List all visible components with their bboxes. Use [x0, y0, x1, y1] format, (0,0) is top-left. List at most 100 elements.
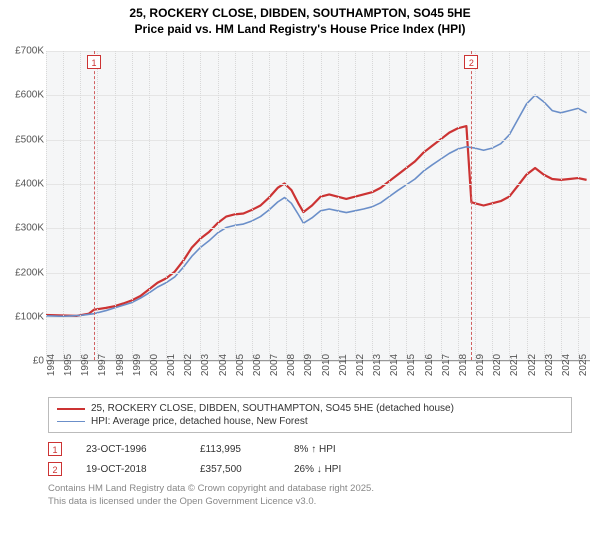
series-hpi: [46, 95, 587, 316]
x-axis-tick-label: 2006: [252, 354, 263, 376]
x-axis-tick-label: 2004: [218, 354, 229, 376]
gridline-vertical: [218, 51, 219, 360]
gridline-vertical: [115, 51, 116, 360]
transaction-row: 2 19-OCT-2018 £357,500 26% ↓ HPI: [48, 459, 572, 479]
legend-swatch: [57, 421, 85, 422]
legend-box: 25, ROCKERY CLOSE, DIBDEN, SOUTHAMPTON, …: [48, 397, 572, 433]
transaction-date: 19-OCT-2018: [86, 464, 176, 475]
x-axis-tick-label: 1996: [80, 354, 91, 376]
x-axis-tick-label: 2025: [578, 354, 589, 376]
x-axis-tick-label: 2012: [355, 354, 366, 376]
gridline-vertical: [458, 51, 459, 360]
gridline-vertical: [46, 51, 47, 360]
transaction-price: £113,995: [200, 444, 270, 455]
attribution-text: Contains HM Land Registry data © Crown c…: [48, 483, 572, 508]
gridline-vertical: [286, 51, 287, 360]
y-axis-tick-label: £200K: [15, 267, 44, 278]
legend-swatch: [57, 408, 85, 410]
gridline-vertical: [406, 51, 407, 360]
gridline-vertical: [372, 51, 373, 360]
x-axis-tick-label: 2019: [475, 354, 486, 376]
y-axis-tick-label: £0: [33, 356, 44, 367]
x-axis-tick-label: 2002: [183, 354, 194, 376]
series-price_paid: [46, 126, 587, 316]
transaction-marker: 1: [48, 442, 62, 456]
plot-region: 12: [46, 51, 590, 361]
x-axis-tick-label: 2005: [235, 354, 246, 376]
transactions-table: 1 23-OCT-1996 £113,995 8% ↑ HPI 2 19-OCT-2018…: [48, 439, 572, 479]
transaction-change: 26% ↓ HPI: [294, 464, 384, 475]
x-axis-tick-label: 2022: [527, 354, 538, 376]
x-axis-tick-label: 1997: [97, 354, 108, 376]
x-axis-tick-label: 2024: [561, 354, 572, 376]
x-axis-tick-label: 1998: [115, 354, 126, 376]
attribution-line-1: Contains HM Land Registry data © Crown c…: [48, 483, 572, 495]
gridline-vertical: [269, 51, 270, 360]
gridline-vertical: [252, 51, 253, 360]
x-axis-tick-label: 2014: [389, 354, 400, 376]
legend-label: HPI: Average price, detached house, New …: [91, 416, 308, 427]
gridline-vertical: [149, 51, 150, 360]
gridline-vertical: [303, 51, 304, 360]
gridline-vertical: [578, 51, 579, 360]
x-axis-tick-label: 2001: [166, 354, 177, 376]
transaction-date: 23-OCT-1996: [86, 444, 176, 455]
gridline-vertical: [97, 51, 98, 360]
x-axis-tick-label: 2020: [492, 354, 503, 376]
x-axis-tick-label: 2018: [458, 354, 469, 376]
x-axis-tick-label: 2013: [372, 354, 383, 376]
y-axis-tick-label: £500K: [15, 134, 44, 145]
gridline-vertical: [561, 51, 562, 360]
y-axis-tick-label: £600K: [15, 90, 44, 101]
transaction-marker: 2: [48, 462, 62, 476]
x-axis-tick-label: 2017: [441, 354, 452, 376]
x-axis-tick-label: 2016: [424, 354, 435, 376]
x-axis-tick-label: 1999: [132, 354, 143, 376]
gridline-vertical: [389, 51, 390, 360]
event-marker: 2: [464, 55, 478, 69]
transaction-price: £357,500: [200, 464, 270, 475]
x-axis-tick-label: 2009: [303, 354, 314, 376]
gridline-vertical: [80, 51, 81, 360]
x-axis-tick-label: 1995: [63, 354, 74, 376]
y-axis-tick-label: £700K: [15, 46, 44, 57]
y-axis-tick-label: £400K: [15, 179, 44, 190]
x-axis-tick-label: 2007: [269, 354, 280, 376]
attribution-line-2: This data is licensed under the Open Gov…: [48, 496, 572, 508]
gridline-vertical: [355, 51, 356, 360]
gridline-vertical: [63, 51, 64, 360]
gridline-vertical: [475, 51, 476, 360]
x-axis-tick-label: 2003: [200, 354, 211, 376]
transaction-change: 8% ↑ HPI: [294, 444, 384, 455]
event-reference-line: [471, 51, 472, 360]
y-axis-tick-label: £300K: [15, 223, 44, 234]
y-axis-tick-label: £100K: [15, 311, 44, 322]
gridline-vertical: [132, 51, 133, 360]
gridline-vertical: [321, 51, 322, 360]
gridline-vertical: [544, 51, 545, 360]
event-marker: 1: [87, 55, 101, 69]
legend-row: 25, ROCKERY CLOSE, DIBDEN, SOUTHAMPTON, …: [57, 402, 563, 415]
event-reference-line: [94, 51, 95, 360]
x-axis-tick-label: 2015: [406, 354, 417, 376]
gridline-vertical: [338, 51, 339, 360]
gridline-vertical: [492, 51, 493, 360]
gridline-vertical: [183, 51, 184, 360]
x-axis-tick-label: 2011: [338, 354, 349, 376]
legend-label: 25, ROCKERY CLOSE, DIBDEN, SOUTHAMPTON, …: [91, 403, 454, 414]
title-line-1: 25, ROCKERY CLOSE, DIBDEN, SOUTHAMPTON, …: [0, 6, 600, 22]
x-axis-tick-label: 2021: [509, 354, 520, 376]
transaction-row: 1 23-OCT-1996 £113,995 8% ↑ HPI: [48, 439, 572, 459]
x-axis-tick-label: 2023: [544, 354, 555, 376]
x-axis-tick-label: 2010: [321, 354, 332, 376]
x-axis-tick-label: 2008: [286, 354, 297, 376]
gridline-vertical: [527, 51, 528, 360]
gridline-vertical: [509, 51, 510, 360]
gridline-vertical: [235, 51, 236, 360]
gridline-vertical: [166, 51, 167, 360]
gridline-vertical: [200, 51, 201, 360]
x-axis-tick-label: 1994: [46, 354, 57, 376]
gridline-vertical: [441, 51, 442, 360]
x-axis-tick-label: 2000: [149, 354, 160, 376]
chart-title-block: 25, ROCKERY CLOSE, DIBDEN, SOUTHAMPTON, …: [0, 0, 600, 41]
